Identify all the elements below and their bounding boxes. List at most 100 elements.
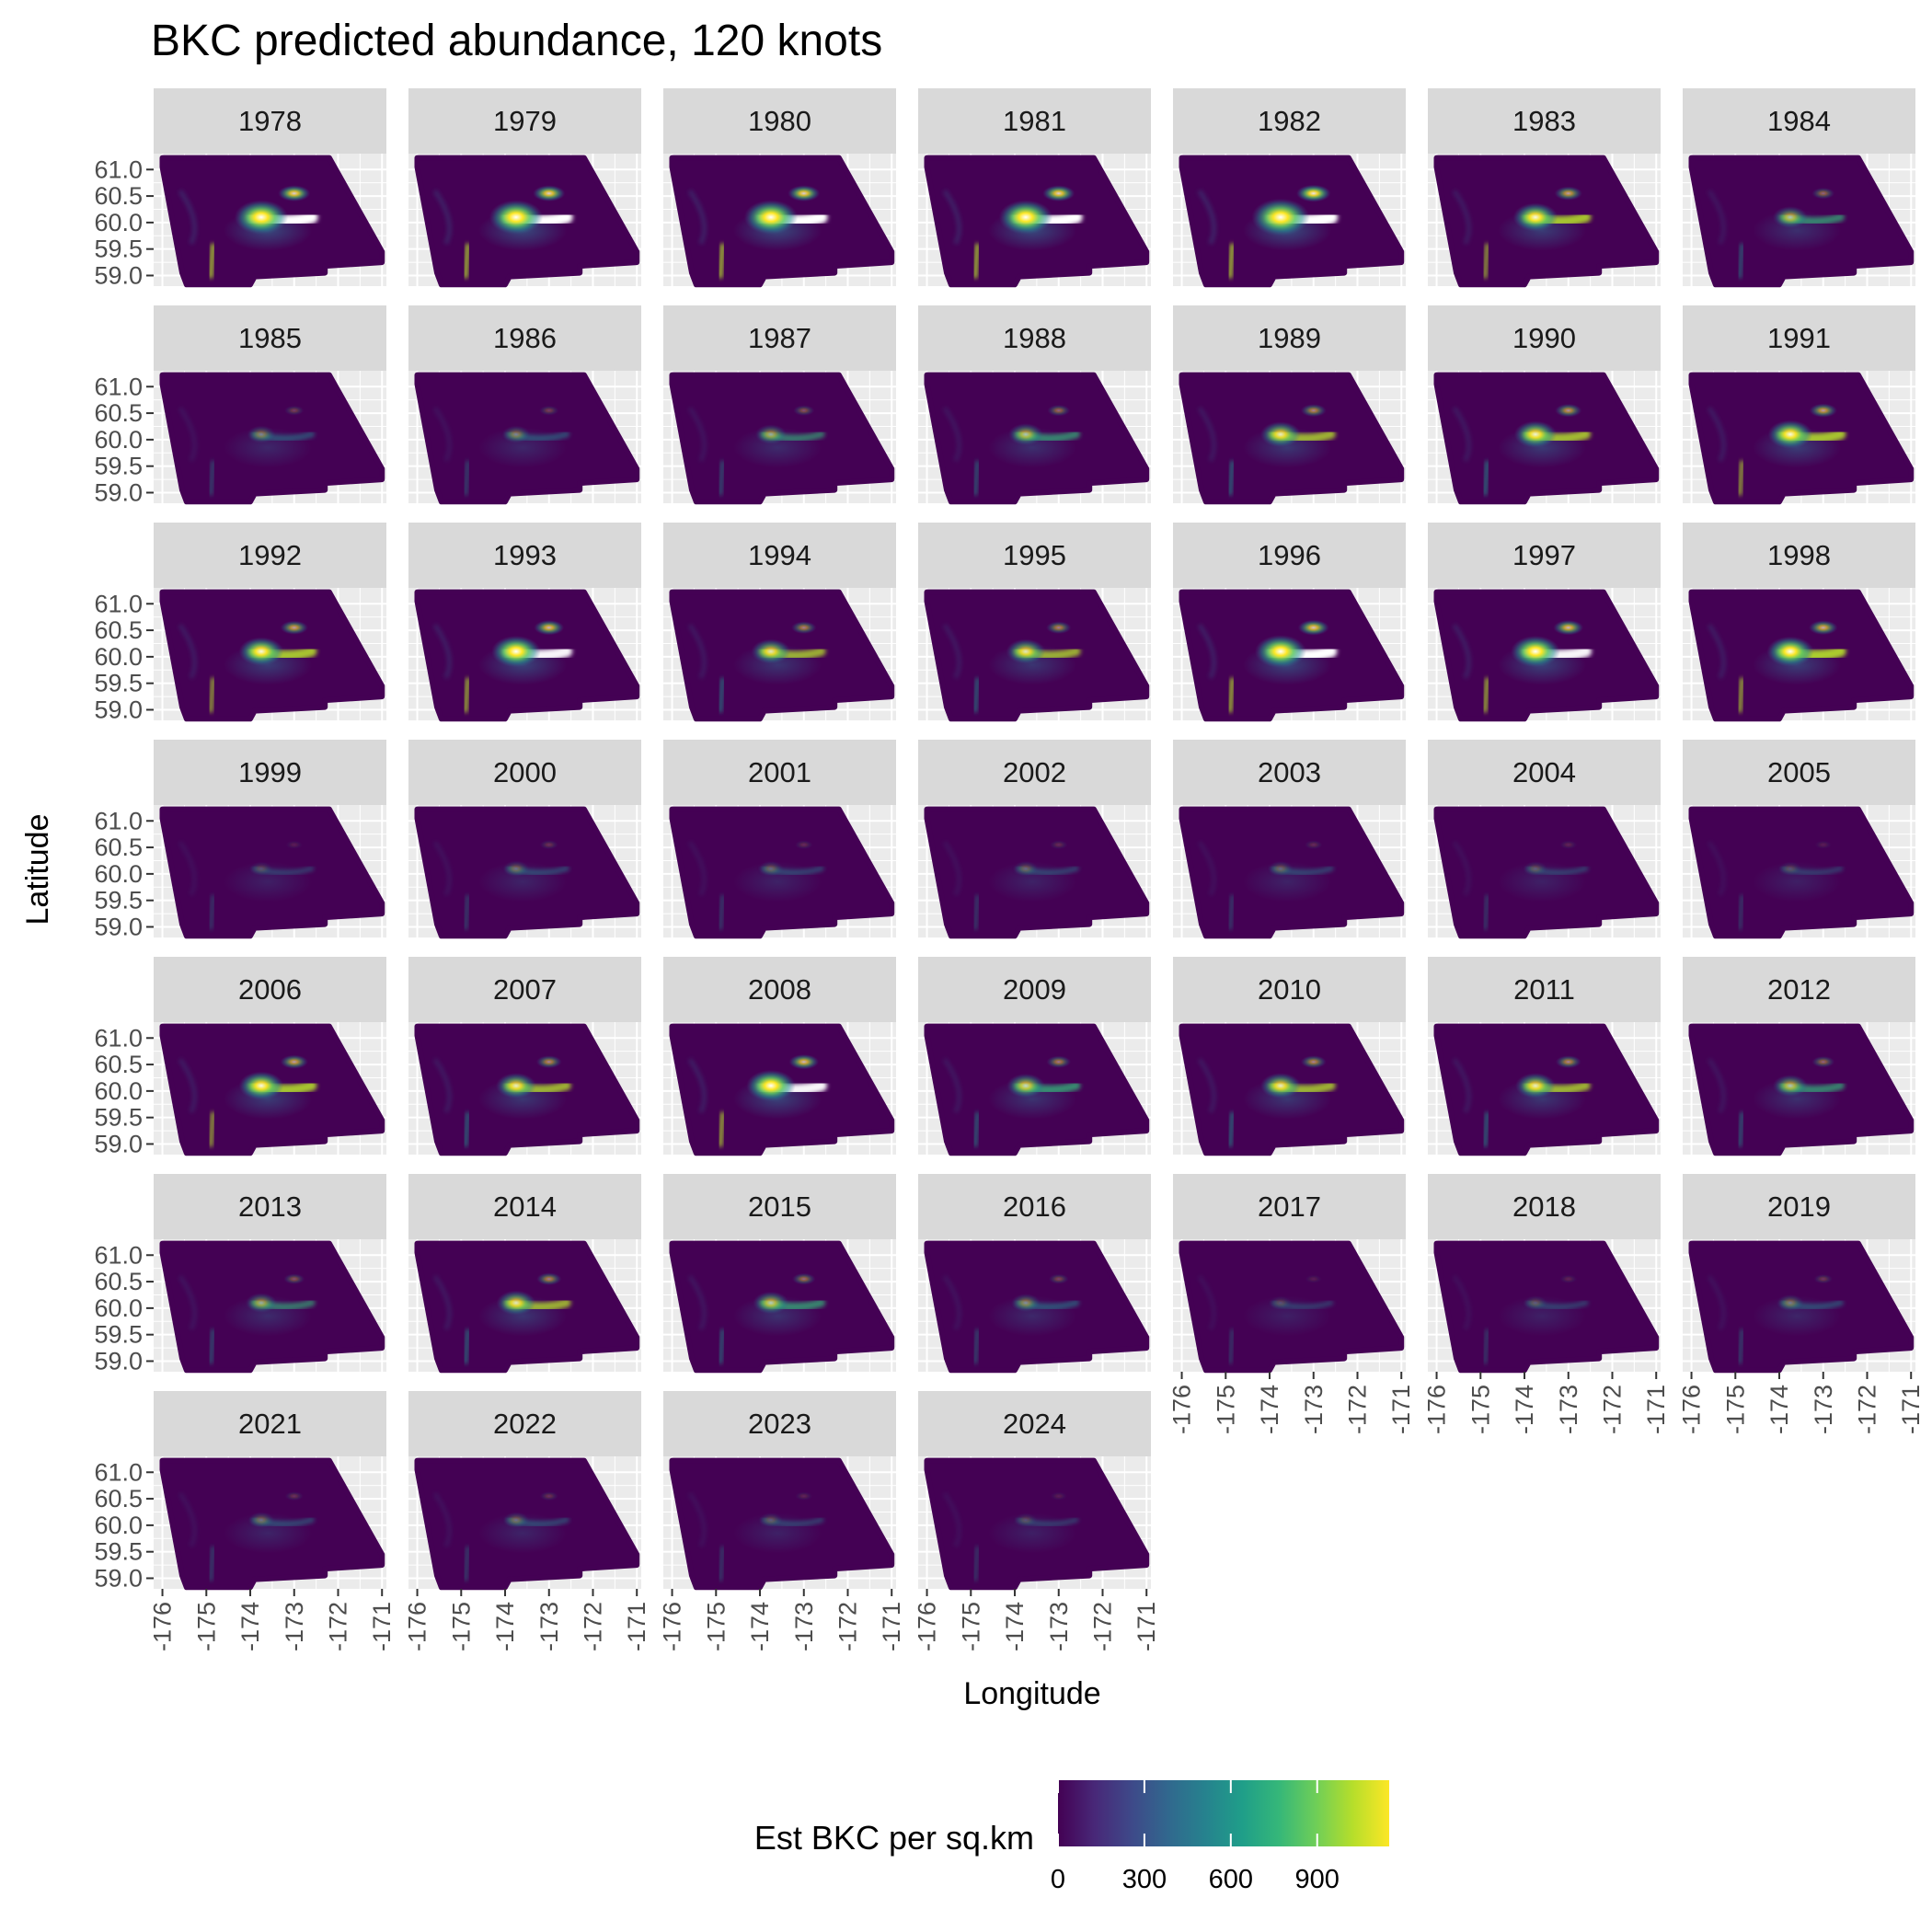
facet-panel: 1979 [408, 88, 641, 288]
facet-strip-label: 1980 [748, 105, 811, 137]
x-tick-label: -176 [404, 1602, 431, 1651]
facet-strip [408, 957, 641, 1022]
x-tick-label: -176 [1678, 1385, 1706, 1434]
facet-panel: 1986 [408, 305, 641, 505]
facet-strip-label: 2004 [1512, 756, 1576, 788]
x-tick-label: -172 [834, 1602, 861, 1651]
y-tick-label: 61.0 [94, 807, 143, 834]
x-tick-label: -172 [579, 1602, 606, 1651]
abundance-streak [464, 1111, 470, 1147]
abundance-streak [209, 460, 215, 496]
abundance-arc [687, 406, 707, 463]
abundance-hotspot-north [1297, 619, 1329, 636]
abundance-arc [1197, 623, 1217, 680]
facet-strip-label: 2008 [748, 973, 811, 1006]
abundance-streak [1483, 894, 1489, 930]
abundance-streak [209, 1328, 215, 1364]
x-tick-label: -173 [1045, 1602, 1073, 1651]
facet-strip [1683, 957, 1915, 1022]
facet-panel: 1994 [663, 523, 896, 722]
facet-strip-label: 1994 [748, 539, 811, 571]
x-tick-label: -173 [1300, 1385, 1328, 1434]
abundance-hotspot [1251, 198, 1310, 236]
abundance-hotspot [238, 637, 284, 666]
x-tick-label: -175 [192, 1602, 220, 1651]
abundance-arc [178, 1274, 198, 1331]
abundance-streak [209, 1111, 215, 1147]
abundance-streak [1228, 677, 1235, 713]
y-tick-label: 60.5 [94, 1051, 143, 1078]
facet-strip-label: 2024 [1003, 1408, 1066, 1440]
facet-panel: 2022 -176 -175 -174 -173 -172 -171 [404, 1391, 650, 1651]
abundance-streak [719, 1328, 725, 1364]
abundance-hotspot-north [1553, 620, 1584, 636]
abundance-hotspot-north [1811, 187, 1835, 200]
abundance-hotspot-north [793, 405, 815, 417]
abundance-hotspot-north [1304, 840, 1323, 850]
abundance-hotspot-north [534, 620, 565, 636]
abundance-hotspot [1512, 202, 1558, 232]
abundance-hotspot [247, 425, 276, 443]
abundance-streak [719, 677, 725, 713]
abundance-arc [942, 406, 962, 463]
y-tick-label: 61.0 [94, 590, 143, 617]
facet-panel: 2021 61.060.560.059.559.0-176 -175 -174 -173… [94, 1391, 396, 1651]
y-tick-label: 60.0 [94, 1294, 143, 1322]
x-axis-title: Longitude [963, 1676, 1100, 1711]
facet-panel: 2008 [663, 957, 896, 1156]
facet-strip [1683, 305, 1915, 371]
facet-strip [1683, 88, 1915, 154]
facet-panel: 2019 -176 -175 -174 -173 -172 -171 [1678, 1174, 1925, 1434]
abundance-hotspot [1007, 423, 1043, 446]
abundance-streak [719, 1111, 725, 1147]
facet-panel: 2017 -176 -175 -174 -173 -172 -171 [1168, 1174, 1415, 1434]
abundance-streak [1228, 1328, 1235, 1364]
facet-strip-label: 1986 [493, 322, 557, 354]
abundance-hotspot-north [280, 1054, 308, 1069]
abundance-hotspot [245, 1293, 278, 1313]
abundance-arc [432, 1491, 453, 1548]
abundance-hotspot-north [1555, 403, 1582, 418]
abundance-hotspot [1014, 1512, 1038, 1527]
x-tick-label: -174 [491, 1602, 519, 1651]
x-tick-label: -171 [1897, 1385, 1925, 1434]
abundance-arc [1197, 1057, 1217, 1114]
abundance-streak [464, 894, 470, 930]
abundance-arc [1452, 623, 1472, 680]
abundance-arc [1452, 1274, 1472, 1331]
facet-strip [663, 1391, 896, 1456]
y-tick-label: 60.0 [94, 1512, 143, 1539]
abundance-hotspot-north [1809, 403, 1837, 418]
abundance-hotspot-north [1042, 185, 1075, 201]
facet-strip [154, 1174, 386, 1239]
y-tick-label: 60.0 [94, 426, 143, 454]
abundance-hotspot [1259, 1073, 1301, 1099]
abundance-arc [687, 189, 707, 246]
abundance-arc [178, 840, 198, 897]
facet-strip-label: 1982 [1258, 105, 1321, 137]
x-tick-label: -176 [1423, 1385, 1451, 1434]
facet-panel: 1988 [918, 305, 1151, 505]
facet-strip-label: 2017 [1258, 1190, 1321, 1223]
y-tick-label: 59.5 [94, 453, 143, 480]
abundance-arc [178, 1057, 198, 1114]
facet-panel: 2024 -176 -175 -174 -173 -172 -171 [914, 1391, 1160, 1651]
x-tick-label: -171 [368, 1602, 396, 1651]
facet-strip-label: 1992 [238, 539, 302, 571]
y-tick-label: 61.0 [94, 373, 143, 400]
abundance-hotspot-north [539, 405, 559, 416]
abundance-hotspot [495, 1073, 536, 1099]
abundance-streak [973, 1546, 980, 1581]
facet-strip-label: 1996 [1258, 539, 1321, 571]
abundance-hotspot [1511, 635, 1560, 668]
facet-strip-label: 1998 [1767, 539, 1831, 571]
facet-strip [663, 740, 896, 805]
abundance-hotspot [1513, 420, 1558, 448]
abundance-streak [1228, 894, 1235, 930]
facet-strip-label: 1988 [1003, 322, 1066, 354]
x-tick-label: -174 [1001, 1602, 1029, 1651]
facet-strip [154, 740, 386, 805]
abundance-streak [464, 460, 470, 496]
abundance-hotspot-north [536, 1272, 562, 1286]
abundance-streak [209, 677, 215, 713]
